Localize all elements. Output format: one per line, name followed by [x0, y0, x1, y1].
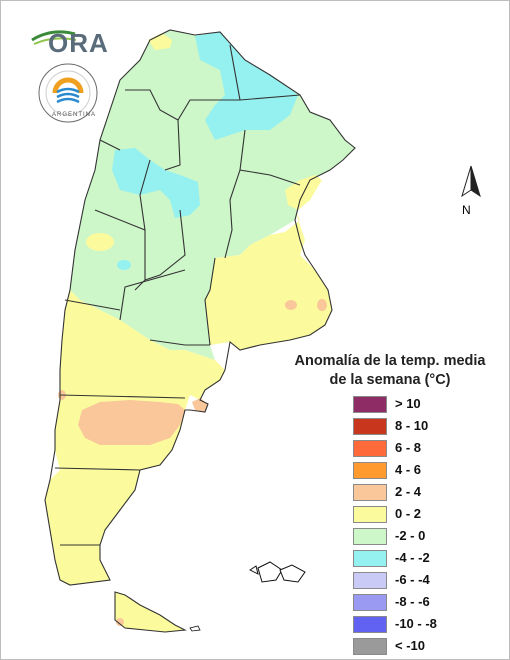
north-label: N — [462, 203, 471, 217]
legend-swatch — [353, 638, 387, 655]
legend-swatch — [353, 440, 387, 457]
northeast-cyan-area — [195, 32, 298, 140]
legend: Anomalía de la temp. media de la semana … — [280, 352, 500, 655]
legend-title: Anomalía de la temp. media de la semana … — [294, 353, 486, 388]
legend-swatch — [353, 528, 387, 545]
legend-label: 8 - 10 — [395, 418, 429, 433]
legend-swatch — [353, 418, 387, 435]
legend-label: 0 - 2 — [395, 506, 422, 521]
cuyo-cyan-spot — [117, 260, 131, 270]
cuyo-yellow-spot — [86, 233, 114, 251]
patagonia-orange-area — [78, 400, 185, 445]
legend-label: 4 - 6 — [395, 462, 422, 477]
northwest-cyan-area — [112, 148, 200, 218]
legend-label: -4 - -2 — [395, 550, 430, 565]
legend-label: -10 - -8 — [395, 616, 437, 631]
coast-orange-spot — [317, 299, 327, 311]
isla-de-los-estados — [189, 625, 201, 632]
legend-label: 6 - 8 — [395, 440, 422, 455]
ora-logo — [31, 30, 77, 45]
tdf-orange-spot — [116, 618, 124, 626]
legend-swatch — [353, 550, 387, 567]
smn-seal-logo — [38, 63, 98, 123]
legend-label: < -10 — [395, 638, 425, 653]
pampas-orange-spot — [285, 300, 297, 310]
legend-swatch — [353, 594, 387, 611]
tierra-del-fuego-outline — [114, 591, 187, 633]
legend-swatch — [353, 616, 387, 633]
legend-swatch — [353, 506, 387, 523]
country-outline — [44, 29, 356, 586]
province-lines-north — [94, 44, 301, 291]
legend-swatch — [353, 462, 387, 479]
legend-label: -2 - 0 — [395, 528, 426, 543]
legend-label: > 10 — [395, 396, 421, 411]
province-lines-center — [64, 257, 216, 346]
patagonia-south-yellow — [45, 468, 140, 585]
legend-label: -8 - -6 — [395, 594, 430, 609]
legend-swatch — [353, 396, 387, 413]
north-arrow-icon — [461, 165, 481, 198]
legend-label: -6 - -4 — [395, 572, 430, 587]
malvinas-islands — [249, 561, 306, 583]
ora-logo-text: ORA — [48, 28, 109, 58]
legend-label: 2 - 4 — [395, 484, 422, 499]
tierra-del-fuego — [115, 592, 185, 632]
north-yellow-spot — [148, 33, 172, 50]
legend-swatch — [353, 572, 387, 589]
legend-swatch — [353, 484, 387, 501]
province-lines-south — [54, 394, 186, 546]
smn-seal-caption: ARGENTINA — [52, 112, 97, 118]
pampas-yellow-region — [205, 210, 332, 350]
